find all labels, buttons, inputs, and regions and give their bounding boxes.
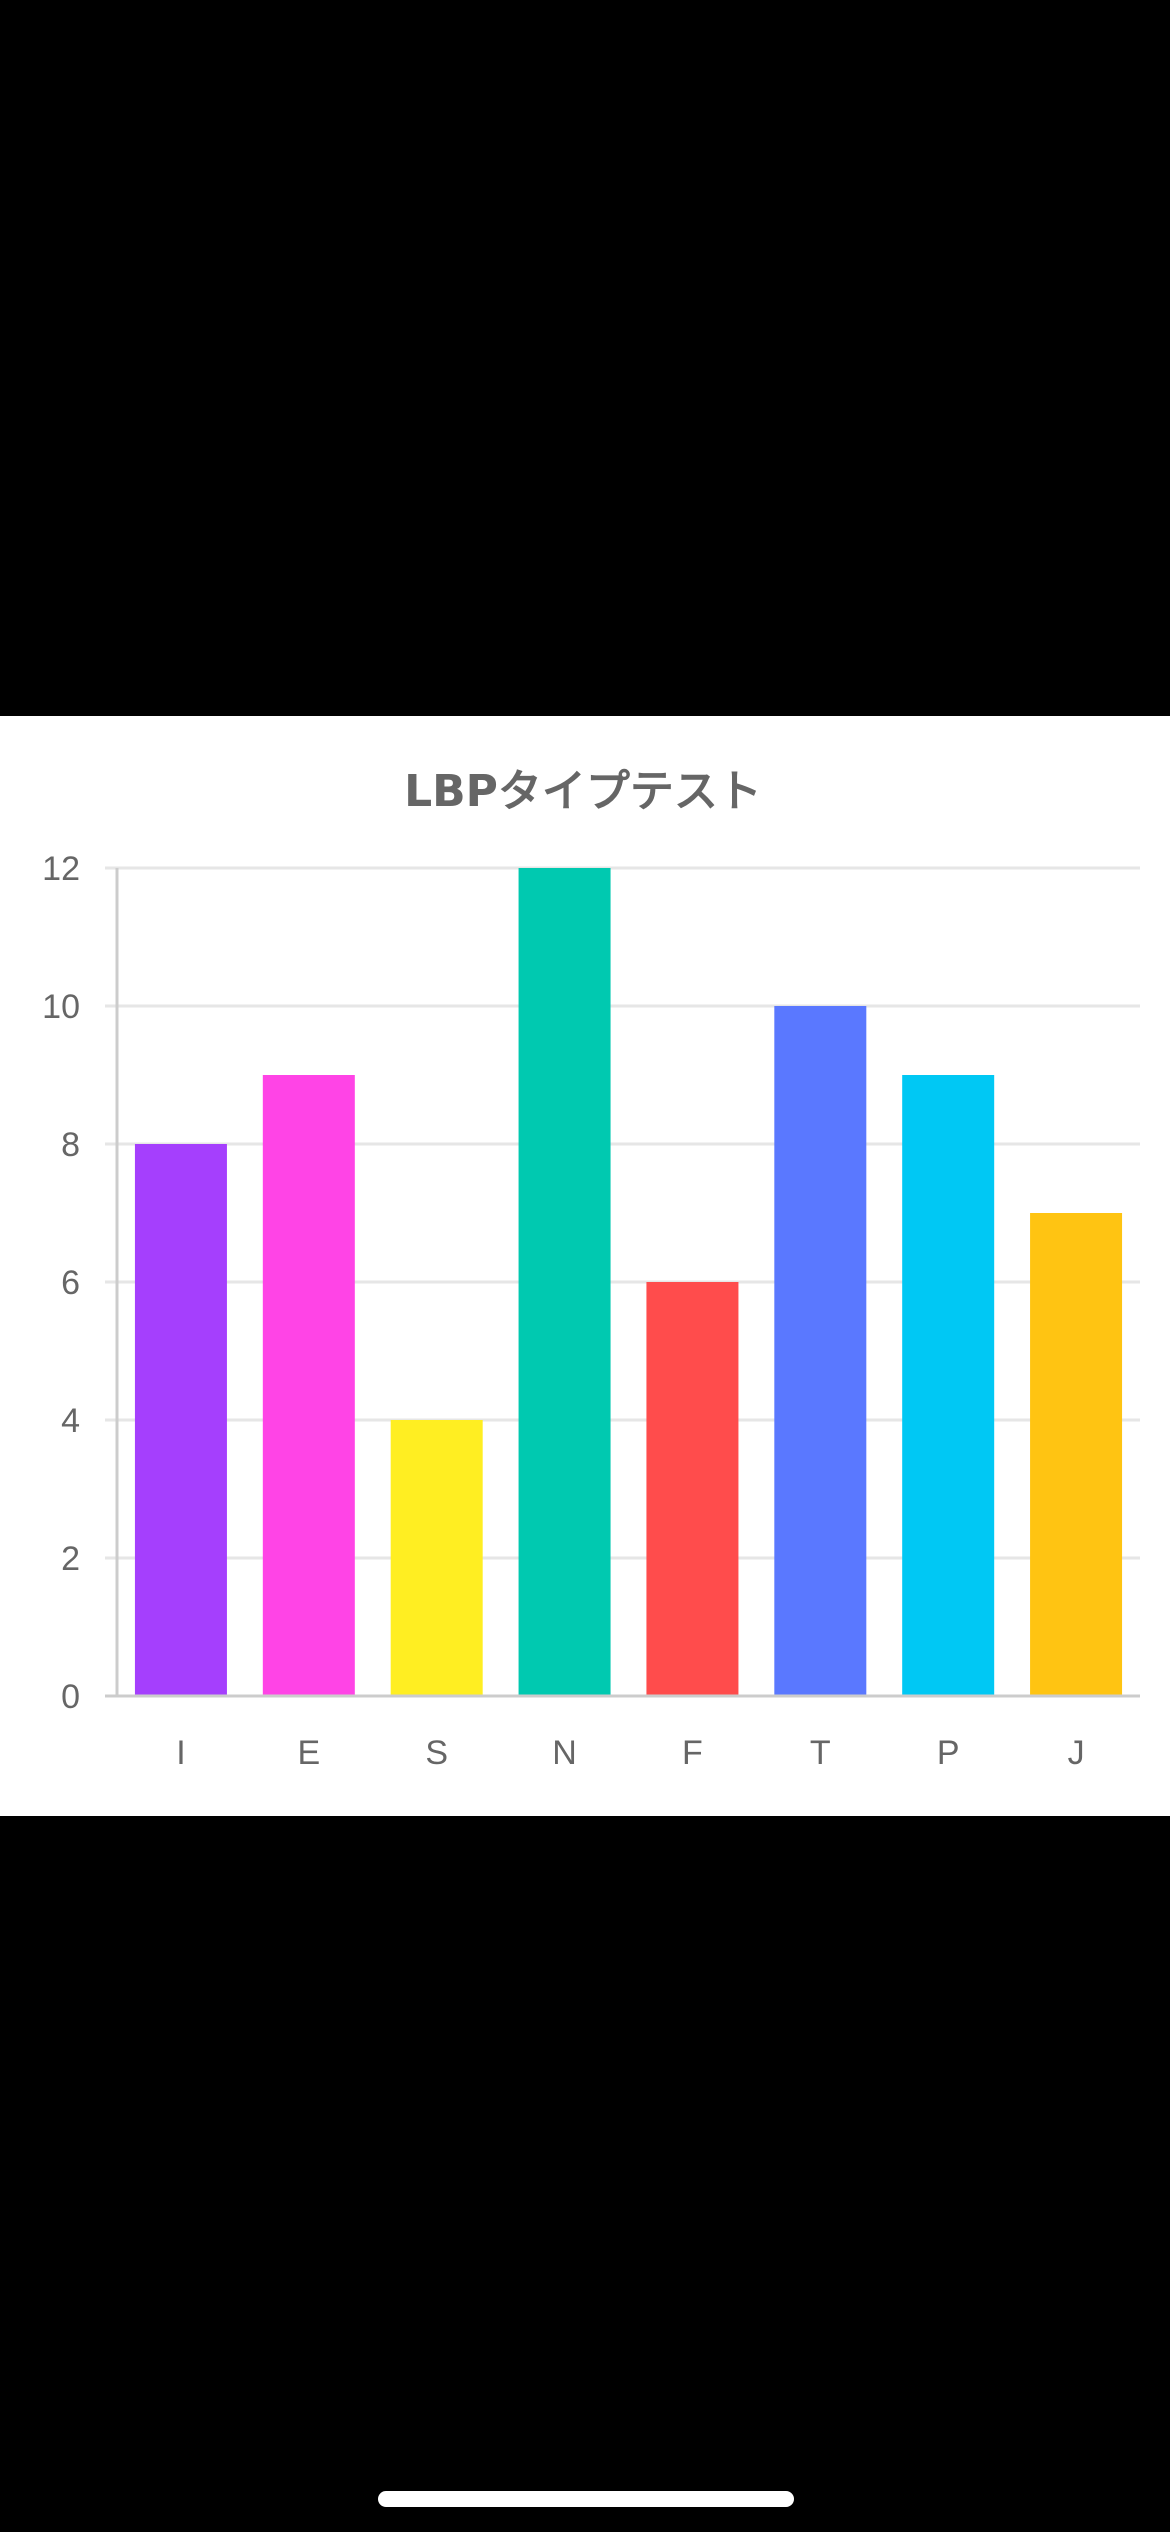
y-tick-labels: 0 2 4 6 8 10 12 <box>42 850 80 1716</box>
bar-chart: LBPタイプテスト 0 2 4 6 8 10 12 I E S N F T P J <box>42 766 1140 1772</box>
home-indicator[interactable] <box>378 2491 794 2507</box>
y-tick-label: 8 <box>61 1126 80 1164</box>
bar-j[interactable] <box>1030 1213 1123 1696</box>
x-tick-label: F <box>682 1734 703 1772</box>
bar-e[interactable] <box>262 1075 355 1696</box>
x-tick-label: N <box>552 1734 577 1772</box>
chart-panel: LBPタイプテスト 0 2 4 6 8 10 12 I E S N F T P J <box>0 716 1170 1816</box>
bars <box>134 868 1123 1696</box>
y-tick-label: 0 <box>61 1678 80 1716</box>
x-tick-label: P <box>937 1734 960 1772</box>
y-tick-label: 12 <box>42 850 80 888</box>
bar-i[interactable] <box>134 1144 227 1696</box>
y-tick-label: 10 <box>42 988 80 1026</box>
x-tick-label: I <box>176 1734 185 1772</box>
x-tick-label: J <box>1068 1734 1085 1772</box>
x-tick-label: E <box>297 1734 320 1772</box>
chart-title: LBPタイプテスト <box>404 766 762 817</box>
y-tick-label: 2 <box>61 1540 80 1578</box>
bar-f[interactable] <box>646 1282 739 1696</box>
axes <box>105 868 1140 1698</box>
x-tick-label: S <box>425 1734 448 1772</box>
y-tick-label: 6 <box>61 1264 80 1302</box>
bar-n[interactable] <box>518 868 611 1696</box>
x-tick-label: T <box>810 1734 831 1772</box>
y-tick-label: 4 <box>61 1402 80 1440</box>
bar-s[interactable] <box>390 1420 483 1696</box>
bar-p[interactable] <box>902 1075 995 1696</box>
bar-t[interactable] <box>774 1006 867 1696</box>
